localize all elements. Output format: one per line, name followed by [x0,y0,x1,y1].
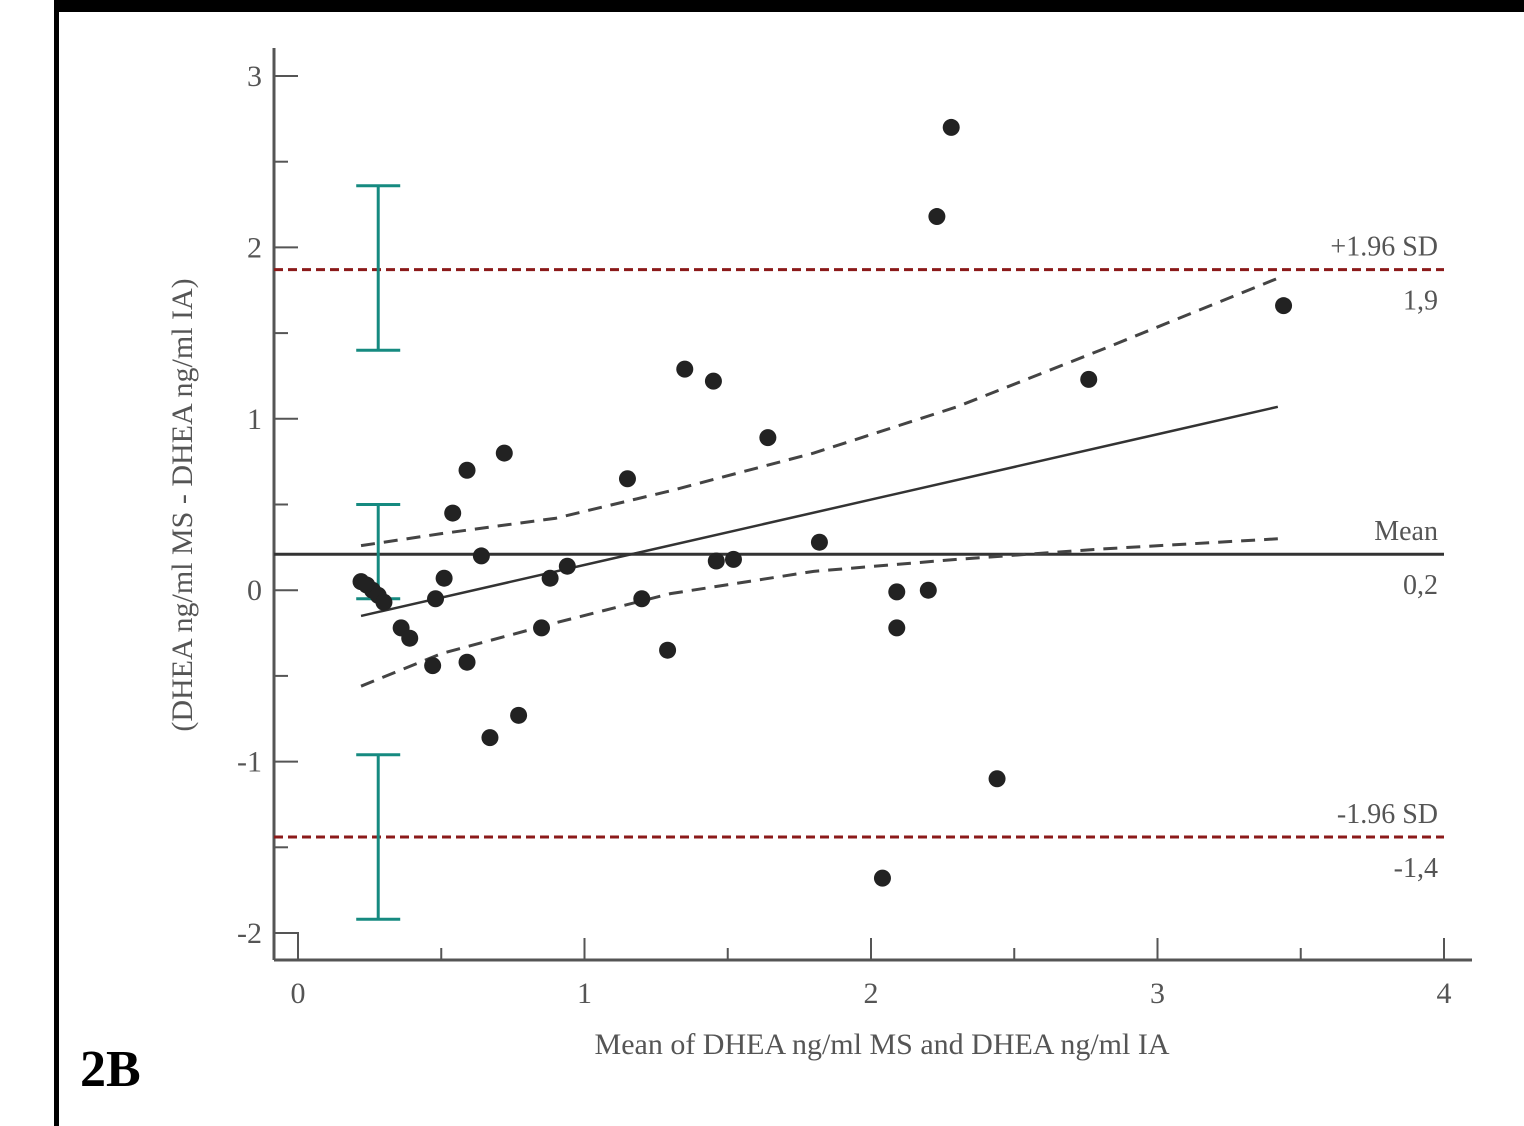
y-tick-label: -2 [237,917,262,950]
data-point [873,869,891,887]
data-point [928,208,946,226]
data-point [472,547,490,565]
x-tick-label: 3 [1150,977,1165,1010]
frame-left-border [54,0,59,1126]
x-tick-label: 4 [1437,977,1452,1010]
reference-line-value: -1,4 [1394,853,1438,884]
data-point [659,641,677,659]
data-point [458,653,476,671]
data-point [375,593,393,611]
data-point [988,770,1006,788]
x-tick-label: 1 [577,977,592,1010]
reference-line-name: -1.96 SD [1337,799,1438,830]
data-point [444,504,462,522]
axes-layer: -2 -1 0 1 2 3 0 1 2 3 4 [237,48,1472,1010]
data-point [810,533,828,551]
data-point [495,444,513,462]
data-point [458,461,476,479]
points-layer [352,118,1293,887]
reference-line-value: 0,2 [1403,570,1438,601]
data-point [942,118,960,136]
data-point [481,729,499,747]
data-point [759,429,777,447]
x-axis-title: Mean of DHEA ng/ml MS and DHEA ng/ml IA [595,1028,1170,1061]
panel-label: 2B [80,1041,141,1098]
data-point [633,590,651,608]
frame-top-border [54,0,1524,12]
x-tick-label: 2 [864,977,879,1010]
axis-corner-bracket [288,932,299,955]
y-tick-label: -1 [237,746,262,779]
data-point [707,552,725,570]
data-point [676,360,694,378]
data-point [510,706,528,724]
reference-line-value: 1,9 [1403,286,1438,317]
data-point [401,629,419,647]
reference-lines-layer: +1.96 SD 1,9 Mean 0,2 -1.96 SD -1,4 [274,232,1444,884]
error-bars-layer [356,184,401,921]
data-point [618,470,636,488]
confidence-band-layer [360,276,1279,688]
reference-line-name: +1.96 SD [1330,232,1438,263]
data-point [558,557,576,575]
data-point [919,581,937,599]
data-point [533,619,551,637]
reference-line-name: Mean [1374,516,1438,547]
data-point [435,569,453,587]
data-point [424,657,442,675]
y-axis-title: (DHEA ng/ml MS - DHEA ng/ml IA) [166,278,199,731]
data-point [1080,370,1098,388]
regression-line [360,405,1279,618]
data-point [704,372,722,390]
data-point [1275,297,1293,315]
y-tick-label: 0 [247,574,262,607]
data-point [427,590,445,608]
y-tick-label: 1 [247,403,262,436]
x-tick-label: 0 [291,977,306,1010]
data-point [888,619,906,637]
y-tick-label: 3 [247,60,262,93]
data-point [541,569,559,587]
confidence-band-lower [360,537,1278,688]
y-tick-label: 2 [247,231,262,264]
data-point [888,583,906,601]
confidence-band-upper [360,276,1279,548]
data-point [724,550,742,568]
